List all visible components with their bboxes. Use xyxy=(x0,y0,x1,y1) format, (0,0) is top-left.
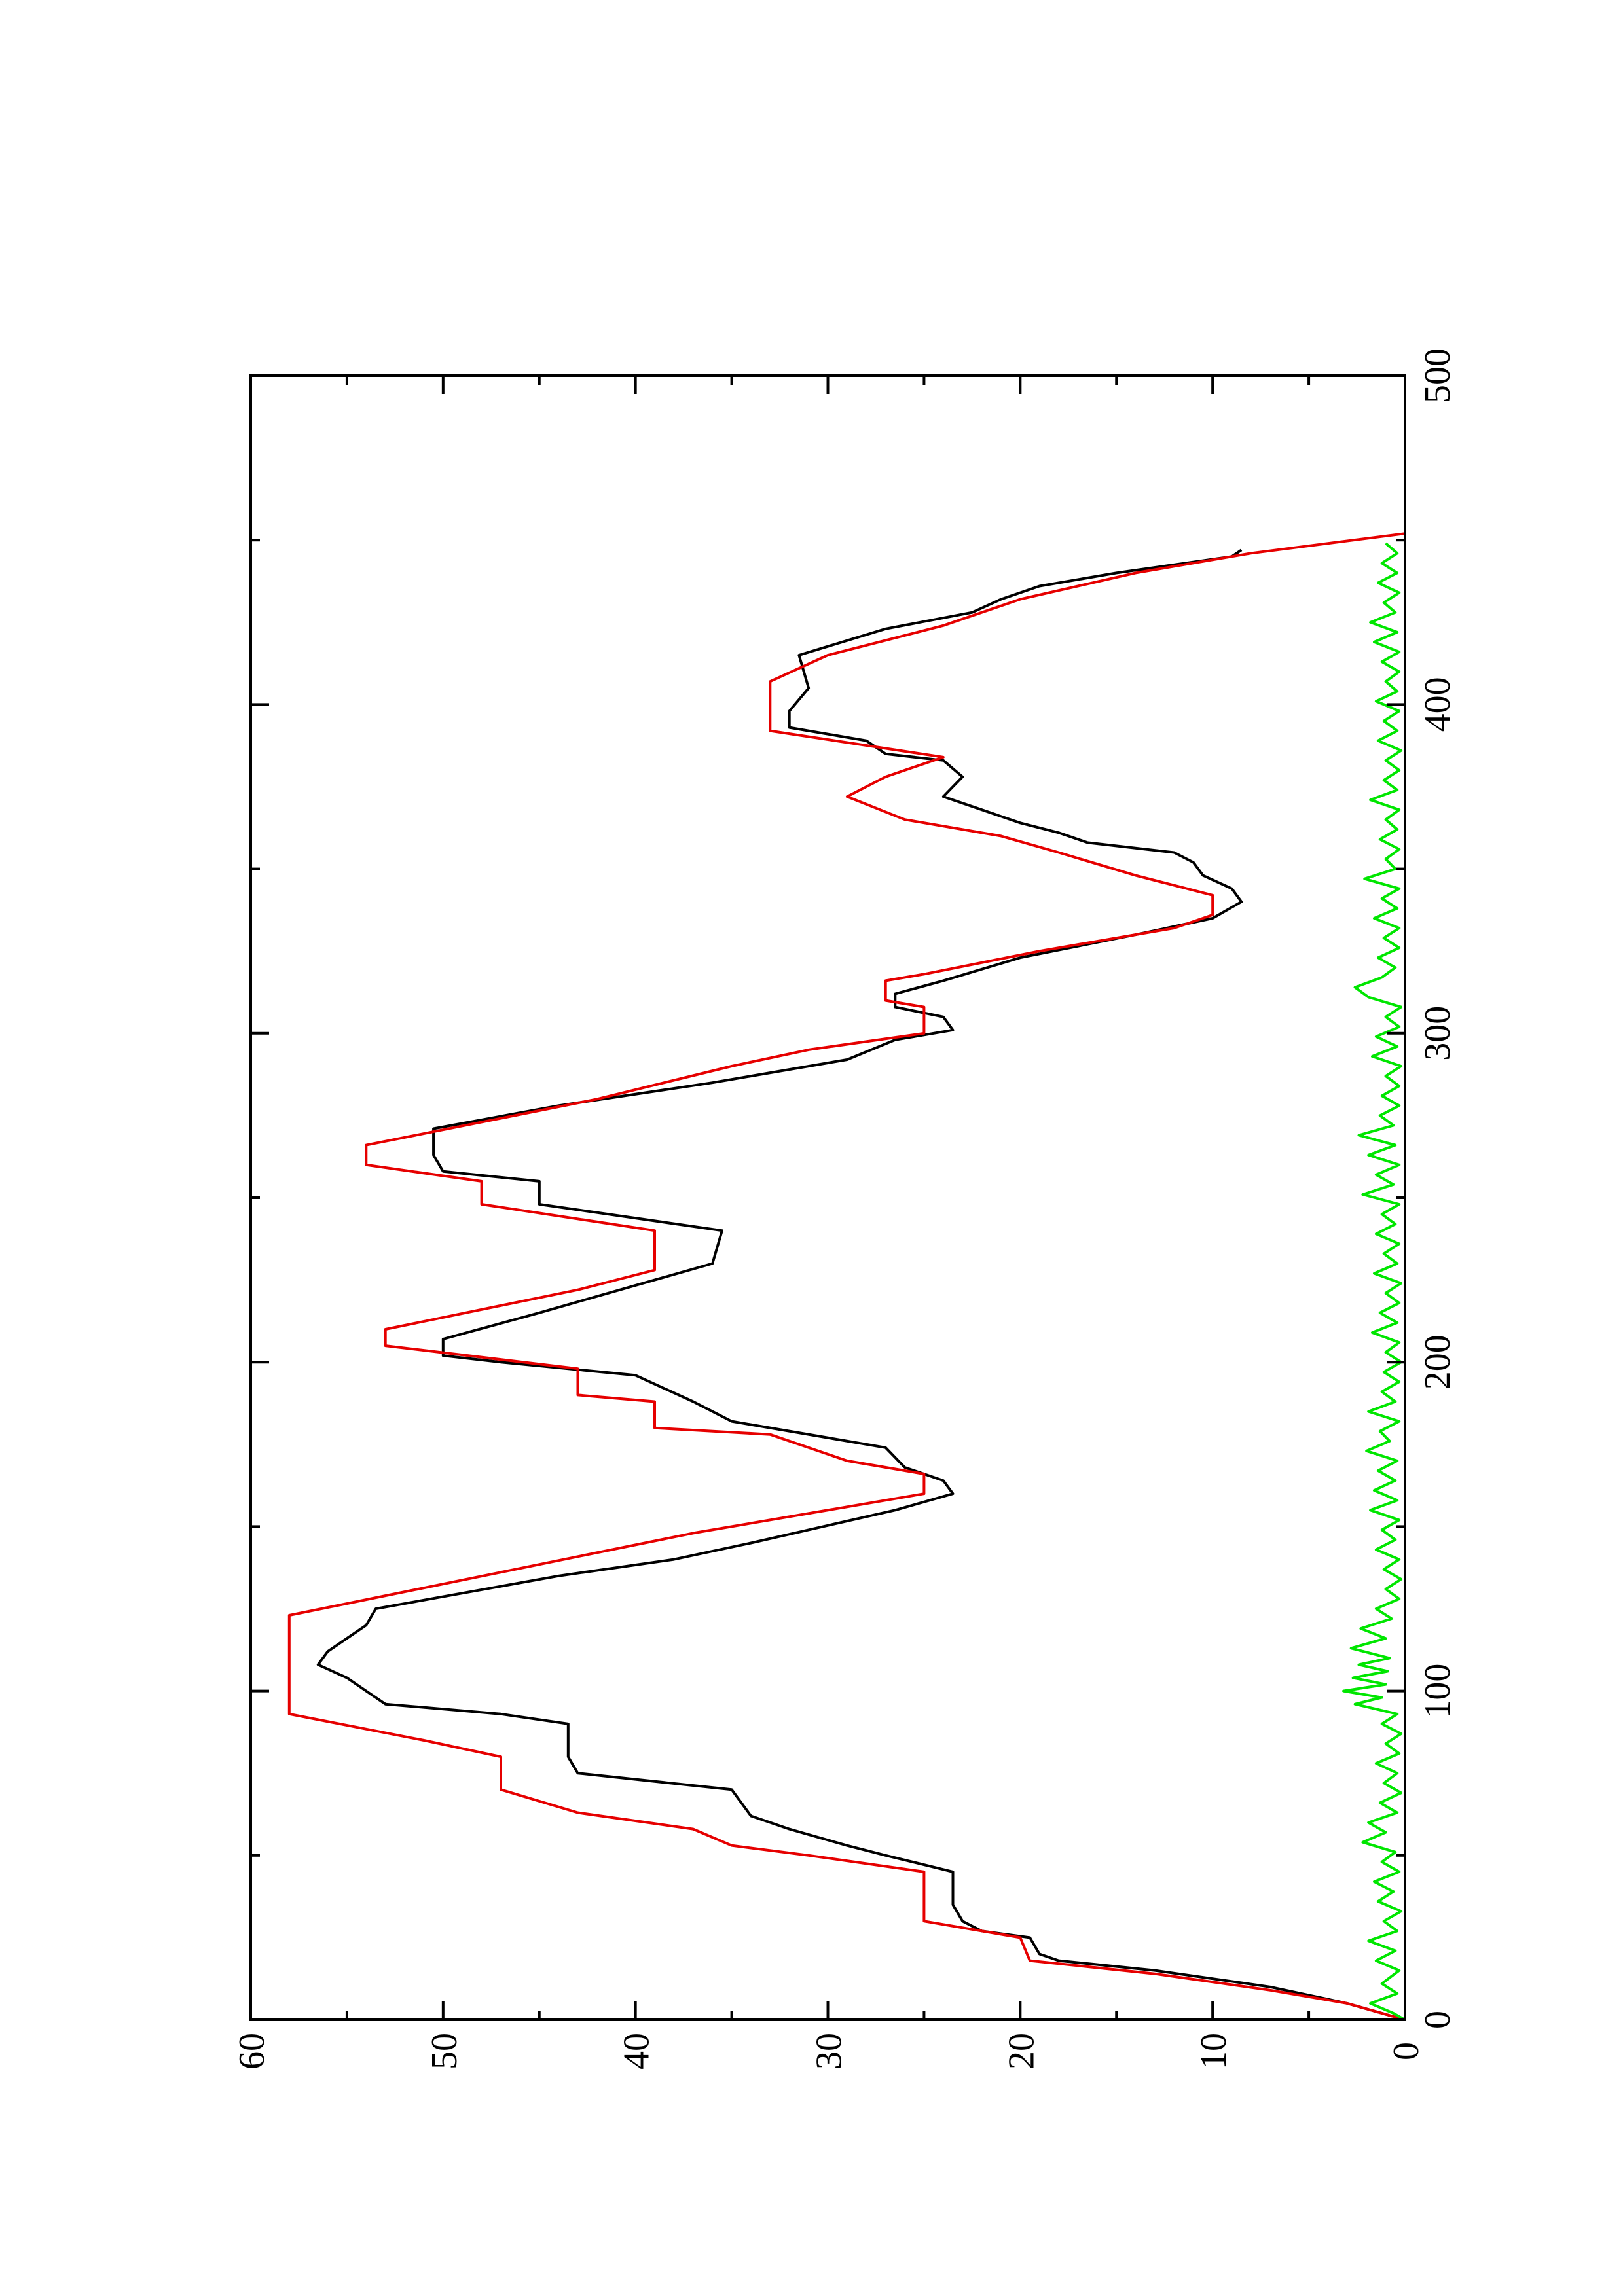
y-tick-label: 60 xyxy=(232,2033,272,2070)
labels-layer: 0 100 200 300 400 500 0 10 20 30 40 50 60 xyxy=(232,348,1458,2070)
y-tick-label: 50 xyxy=(424,2033,465,2070)
y-tick-label: 40 xyxy=(617,2033,657,2070)
series-layer xyxy=(287,532,1406,2021)
series-line-2 xyxy=(287,532,1406,2021)
x-tick-label: 500 xyxy=(1417,348,1458,403)
y-tick-label: 30 xyxy=(809,2033,850,2070)
x-tick-label: 100 xyxy=(1417,1664,1458,1719)
x-tick-label: 400 xyxy=(1417,677,1458,732)
y-tick-label: 10 xyxy=(1194,2033,1234,2070)
x-tick-label: 300 xyxy=(1417,1006,1458,1061)
plot-frame xyxy=(249,374,1406,2021)
series-line-1 xyxy=(316,548,1406,2021)
x-tick-label: 0 xyxy=(1417,2011,1458,2029)
y-tick-label: 0 xyxy=(1386,2042,1427,2060)
series-line-3 xyxy=(1342,542,1406,2021)
x-tick-label: 200 xyxy=(1417,1335,1458,1390)
y-tick-label: 20 xyxy=(1001,2033,1042,2070)
